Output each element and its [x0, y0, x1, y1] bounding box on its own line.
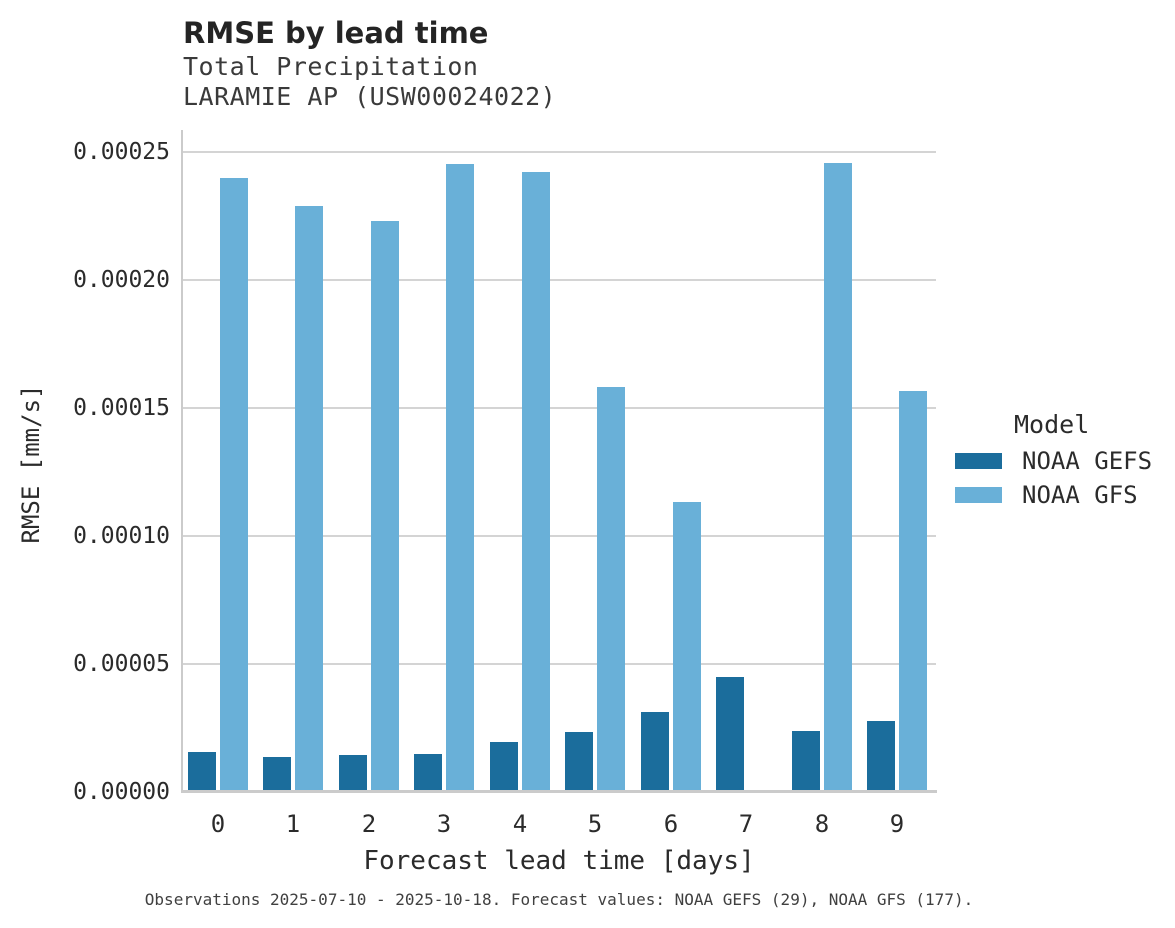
bar-noaa-gefs-lead-3: [414, 754, 442, 792]
y-axis-title: RMSE [mm/s]: [17, 384, 45, 544]
gridline-0.00010: [183, 535, 936, 537]
bar-noaa-gefs-lead-9: [867, 721, 895, 792]
bar-noaa-gefs-lead-7: [716, 677, 744, 792]
bar-noaa-gfs-lead-0: [220, 178, 248, 792]
bar-noaa-gefs-lead-4: [490, 742, 518, 792]
chart-subtitle-variable: Total Precipitation: [183, 52, 479, 81]
gridline-0.00020: [183, 279, 936, 281]
y-tick-0.00025: 0.00025: [73, 139, 170, 165]
legend: Model NOAA GEFS NOAA GFS: [955, 410, 1170, 521]
y-tick-0.00000: 0.00000: [73, 779, 170, 805]
x-tick-7: 7: [738, 810, 754, 838]
bar-noaa-gfs-lead-5: [597, 387, 625, 792]
bar-noaa-gefs-lead-2: [339, 755, 367, 792]
bar-noaa-gefs-lead-0: [188, 752, 216, 792]
legend-item-noaa-gefs: NOAA GEFS: [955, 447, 1170, 475]
footnote: Observations 2025-07-10 - 2025-10-18. Fo…: [144, 890, 974, 909]
legend-swatch-noaa-gfs: [955, 487, 1002, 503]
plot-area: [183, 130, 936, 792]
bar-noaa-gfs-lead-1: [295, 206, 323, 792]
x-tick-3: 3: [436, 810, 452, 838]
gridline-0.00005: [183, 663, 936, 665]
bar-noaa-gfs-lead-8: [824, 163, 852, 792]
legend-title: Model: [1014, 410, 1090, 439]
y-axis-line: [181, 130, 183, 793]
bar-noaa-gefs-lead-5: [565, 732, 593, 792]
y-tick-0.00020: 0.00020: [73, 267, 170, 293]
x-axis-title: Forecast lead time [days]: [363, 846, 755, 876]
y-tick-0.00005: 0.00005: [73, 651, 170, 677]
y-tick-0.00015: 0.00015: [73, 395, 170, 421]
bar-noaa-gfs-lead-4: [522, 172, 550, 792]
x-tick-2: 2: [361, 810, 377, 838]
bar-noaa-gfs-lead-3: [446, 164, 474, 792]
x-tick-8: 8: [814, 810, 830, 838]
bar-noaa-gfs-lead-6: [673, 502, 701, 792]
legend-label-noaa-gefs: NOAA GEFS: [1022, 447, 1153, 475]
chart-title: RMSE by lead time: [183, 16, 489, 50]
legend-item-noaa-gfs: NOAA GFS: [955, 481, 1170, 509]
bar-noaa-gefs-lead-1: [263, 757, 291, 792]
legend-swatch-noaa-gefs: [955, 453, 1002, 469]
x-tick-4: 4: [512, 810, 528, 838]
x-tick-0: 0: [210, 810, 226, 838]
bar-noaa-gfs-lead-9: [899, 391, 927, 792]
gridline-0.00025: [183, 151, 936, 153]
x-tick-6: 6: [663, 810, 679, 838]
x-tick-1: 1: [285, 810, 301, 838]
bar-noaa-gefs-lead-8: [792, 731, 820, 792]
bar-noaa-gfs-lead-2: [371, 221, 399, 792]
x-tick-5: 5: [587, 810, 603, 838]
y-tick-0.00010: 0.00010: [73, 523, 170, 549]
gridline-0.00015: [183, 407, 936, 409]
bar-noaa-gefs-lead-6: [641, 712, 669, 792]
x-tick-9: 9: [889, 810, 905, 838]
x-axis-line: [181, 790, 937, 793]
legend-label-noaa-gfs: NOAA GFS: [1022, 481, 1138, 509]
chart-subtitle-station: LARAMIE AP (USW00024022): [183, 82, 557, 111]
